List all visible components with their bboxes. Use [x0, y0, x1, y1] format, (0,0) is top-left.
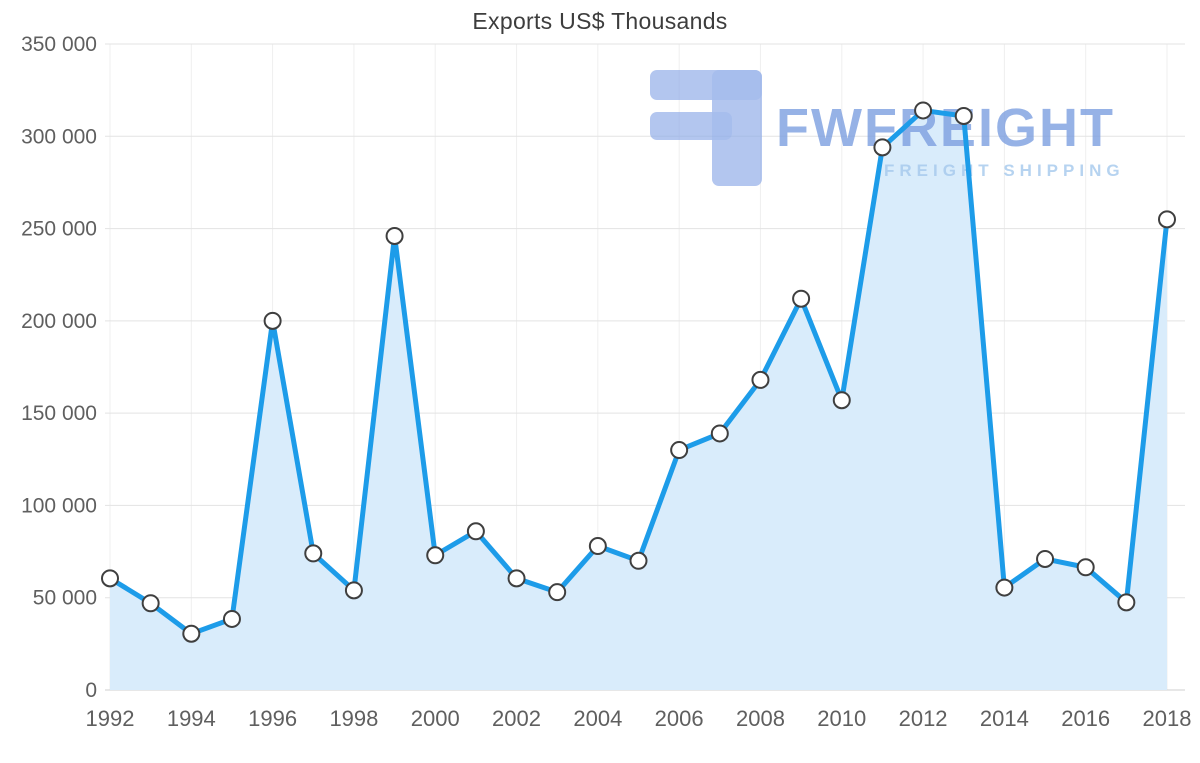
- y-axis-tick-label: 150 000: [21, 402, 97, 425]
- x-axis-tick-label: 1996: [248, 706, 297, 731]
- data-point-marker[interactable]: [426, 546, 445, 565]
- data-point-marker[interactable]: [588, 537, 607, 556]
- data-point-marker[interactable]: [832, 391, 851, 410]
- watermark: FWFREIGHT FREIGHT SHIPPING: [650, 70, 1125, 186]
- data-point-marker[interactable]: [385, 226, 404, 245]
- watermark-tagline-text: FREIGHT SHIPPING: [884, 161, 1125, 180]
- x-axis-tick-label: 2000: [411, 706, 460, 731]
- watermark-brand-text: FWFREIGHT: [776, 98, 1115, 158]
- data-point-marker[interactable]: [548, 583, 567, 602]
- y-axis-tick-label: 50 000: [33, 587, 97, 610]
- axis-labels-layer: 0 50 000 100 000 150 000 200 000 250 000 300 0…: [21, 33, 1191, 731]
- area-layer: [110, 110, 1167, 690]
- logo-icon-middle-arm: [650, 112, 732, 140]
- x-axis-tick-label: 2002: [492, 706, 541, 731]
- x-axis-tick-label: 1994: [167, 706, 216, 731]
- y-axis-tick-label: 200 000: [21, 310, 97, 333]
- x-axis-tick-label: 2018: [1143, 706, 1192, 731]
- data-point-marker[interactable]: [1036, 549, 1055, 568]
- data-point-marker[interactable]: [222, 609, 241, 628]
- x-axis-tick-label: 2010: [817, 706, 866, 731]
- marker-layer: [101, 101, 1176, 643]
- chart-title: Exports US$ Thousands: [472, 8, 728, 34]
- data-point-marker[interactable]: [304, 544, 323, 563]
- logo-icon-right-stem: [712, 70, 762, 186]
- data-point-marker[interactable]: [710, 424, 729, 443]
- data-point-marker[interactable]: [141, 594, 160, 613]
- data-point-marker[interactable]: [670, 441, 689, 460]
- data-point-marker[interactable]: [914, 101, 933, 120]
- x-axis-tick-label: 2012: [899, 706, 948, 731]
- x-axis-tick-label: 2016: [1061, 706, 1110, 731]
- data-point-marker[interactable]: [344, 581, 363, 600]
- series-area-fill: [110, 110, 1167, 690]
- x-axis-tick-label: 2006: [655, 706, 704, 731]
- x-axis-tick-label: 1998: [329, 706, 378, 731]
- data-point-marker[interactable]: [995, 578, 1014, 597]
- x-axis-tick-label: 2008: [736, 706, 785, 731]
- data-point-marker[interactable]: [182, 624, 201, 643]
- y-axis-tick-label: 250 000: [21, 218, 97, 241]
- x-axis-tick-label: 2014: [980, 706, 1029, 731]
- data-point-marker[interactable]: [263, 311, 282, 330]
- data-point-marker[interactable]: [954, 106, 973, 125]
- data-point-marker[interactable]: [1117, 593, 1136, 612]
- data-point-marker[interactable]: [751, 370, 770, 389]
- x-axis-tick-label: 1992: [86, 706, 135, 731]
- data-point-marker[interactable]: [101, 569, 119, 588]
- y-axis-tick-label: 300 000: [21, 125, 97, 148]
- data-point-marker[interactable]: [507, 569, 526, 588]
- data-point-marker[interactable]: [792, 289, 811, 308]
- y-axis-tick-label: 100 000: [21, 494, 97, 517]
- data-point-marker[interactable]: [1076, 558, 1095, 577]
- fwfreight-logo-icon: [650, 70, 762, 186]
- y-axis-tick-label: 350 000: [21, 33, 97, 56]
- x-axis-tick-label: 2004: [573, 706, 622, 731]
- data-point-marker[interactable]: [1158, 210, 1176, 229]
- y-axis-tick-label: 0: [85, 679, 97, 702]
- data-point-marker[interactable]: [873, 138, 892, 157]
- data-point-marker[interactable]: [466, 522, 485, 541]
- data-point-marker[interactable]: [629, 551, 648, 570]
